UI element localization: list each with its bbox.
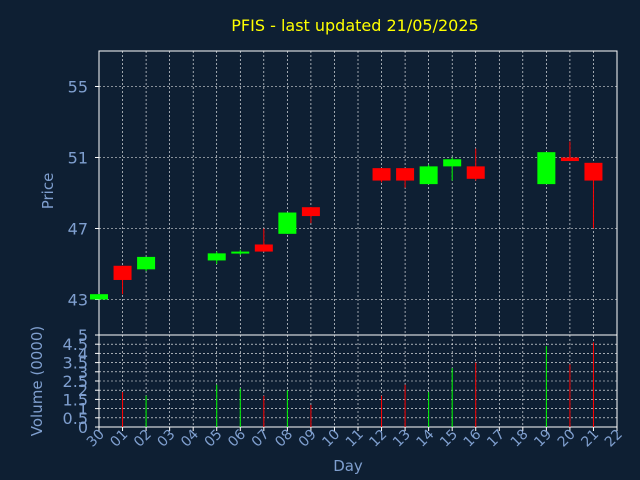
candle-body (90, 294, 108, 300)
volume-tick-label: 2 (78, 381, 88, 400)
candle-body (396, 168, 415, 181)
price-tick-label: 43 (68, 291, 88, 310)
day-tick-label: 08 (272, 427, 296, 451)
candle-body (537, 152, 556, 185)
day-tick-label: 11 (343, 427, 367, 451)
candle-body (207, 253, 226, 261)
candle-body (137, 256, 156, 270)
price-tick-label: 51 (68, 149, 88, 168)
day-axis: 30 01 02 03 04 05 06 07 08 09 10 11 12 13 14 15 16 17 18 19… (84, 426, 626, 450)
candle-body (254, 244, 273, 252)
candle-body (466, 166, 485, 179)
price-grid (99, 51, 617, 335)
candle (254, 228, 273, 252)
day-axis-label: Day (333, 457, 363, 475)
day-tick-label: 21 (578, 427, 602, 451)
candle-body (419, 166, 438, 185)
volume-axis-label: Volume (0000) (28, 326, 46, 436)
candle (207, 251, 226, 264)
candle (466, 148, 485, 181)
day-tick-label: 18 (508, 427, 532, 451)
volume-grid (99, 334, 617, 428)
volume-tick-label: 0 (78, 418, 88, 437)
day-tick-label: 20 (555, 427, 579, 451)
candle-body (278, 212, 297, 234)
candle (301, 207, 320, 224)
candle-body (301, 207, 320, 217)
day-tick-label: 09 (296, 427, 320, 451)
candle (113, 265, 132, 295)
day-tick-label: 19 (531, 427, 555, 451)
day-tick-label: 07 (249, 427, 273, 451)
price-panel: 43 47 51 55 Price (39, 50, 618, 336)
candle (396, 168, 415, 188)
candle (278, 212, 297, 234)
day-tick-label: 04 (178, 426, 202, 450)
candle-body (231, 251, 250, 254)
volume-tick-label: 0.5 (63, 409, 88, 428)
candle (419, 164, 438, 185)
price-axis-label: Price (39, 173, 57, 210)
volume-axis: 00.511.522.533.544.55 (63, 326, 99, 437)
candle (584, 162, 603, 229)
candle-body (443, 159, 462, 167)
volume-tick-label: 5 (78, 326, 88, 345)
day-tick-label: 16 (461, 426, 485, 450)
candles (90, 141, 603, 300)
volume-tick-label: 4 (78, 344, 88, 363)
chart-title: PFIS - last updated 21/05/2025 (231, 16, 478, 35)
volume-panel: 00.511.522.533.544.55 3 0 01 02 03 04 05 06 07 08… (28, 326, 626, 475)
candle (560, 141, 579, 162)
day-tick-label: 15 (437, 427, 461, 451)
volume-tick-label: 4.5 (63, 335, 88, 354)
day-tick-label: 03 (155, 427, 179, 451)
candle-body (584, 162, 603, 181)
day-tick-label: 02 (131, 427, 155, 451)
day-tick-label: 01 (107, 427, 131, 451)
volume-tick-label: 1 (78, 400, 88, 419)
day-tick-label: 10 (319, 427, 343, 451)
volume-tick-label: 2.5 (63, 372, 88, 391)
price-axis: 43 47 51 55 (68, 78, 99, 310)
day-tick-label: 06 (225, 426, 249, 450)
day-tick-label: 05 (202, 427, 226, 451)
candle (372, 168, 391, 183)
volume-tick-label: 3.5 (63, 354, 88, 373)
volume-bars (122, 342, 594, 427)
candle-body (113, 265, 132, 280)
day-tick-label: 13 (390, 427, 414, 451)
candle (137, 256, 156, 272)
candle (90, 294, 108, 300)
price-tick-label: 47 (68, 220, 88, 239)
price-tick-label: 55 (68, 78, 88, 97)
candle-body (372, 168, 391, 181)
candle (231, 249, 250, 256)
candle-body (560, 157, 579, 162)
candle (537, 152, 556, 185)
volume-tick-label: 1.5 (63, 390, 88, 409)
volume-tick-label: 3 (78, 363, 88, 382)
day-tick-label: 12 (366, 427, 390, 451)
day-tick-label: 22 (602, 427, 626, 451)
day-tick-label: 14 (414, 426, 438, 450)
candle (443, 157, 462, 181)
day-tick-label: 17 (484, 427, 508, 451)
